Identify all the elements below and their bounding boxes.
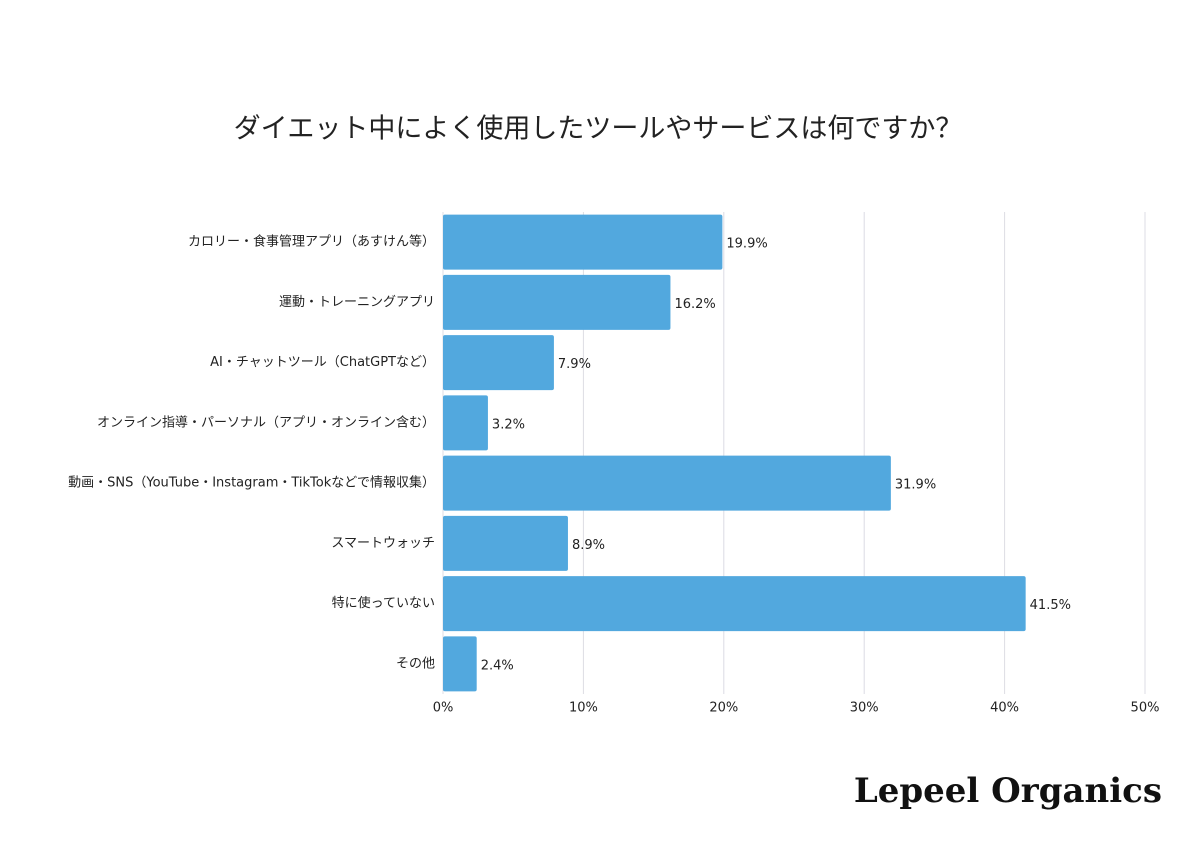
bar	[443, 576, 1026, 632]
watermark: Lepeel Organics	[854, 771, 1162, 811]
y-tick-label: 特に使っていない	[332, 595, 435, 611]
y-tick-label: オンライン指導・パーソナル（アプリ・オンライン含む）	[97, 414, 435, 430]
data-label: 3.2%	[492, 417, 525, 432]
y-tick-label: その他	[396, 656, 435, 671]
data-label: 19.9%	[726, 237, 767, 252]
chart-title: ダイエット中によく使用したツールやサービスは何ですか？	[234, 114, 963, 145]
y-tick-label: スマートウォッチ	[331, 536, 435, 551]
data-label: 41.5%	[1030, 598, 1071, 613]
data-label: 31.9%	[895, 478, 936, 493]
x-tick-label: 20%	[709, 701, 738, 716]
y-tick-label: 運動・トレーニングアプリ	[279, 295, 435, 310]
y-tick-label: AI・チャットツール（ChatGPTなど）	[210, 355, 435, 370]
x-tick-label: 0%	[433, 701, 454, 716]
x-tick-label: 50%	[1131, 701, 1160, 716]
bar	[443, 395, 488, 451]
bar	[443, 636, 477, 692]
bar	[443, 274, 671, 330]
bar	[443, 455, 891, 511]
x-tick-label: 40%	[990, 701, 1019, 716]
x-tick-label: 10%	[569, 701, 598, 716]
y-tick-label: 動画・SNS（YouTube・Instagram・TikTokなどで情報収集）	[68, 475, 435, 491]
y-tick-label: カロリー・食事管理アプリ（あすけん等）	[188, 234, 435, 250]
bar	[443, 214, 723, 270]
data-label: 7.9%	[558, 357, 591, 372]
data-label: 8.9%	[572, 538, 605, 553]
bar	[443, 335, 554, 391]
data-label: 16.2%	[674, 297, 715, 312]
x-tick-label: 30%	[850, 701, 879, 716]
bar	[443, 515, 568, 571]
data-label: 2.4%	[481, 658, 514, 673]
